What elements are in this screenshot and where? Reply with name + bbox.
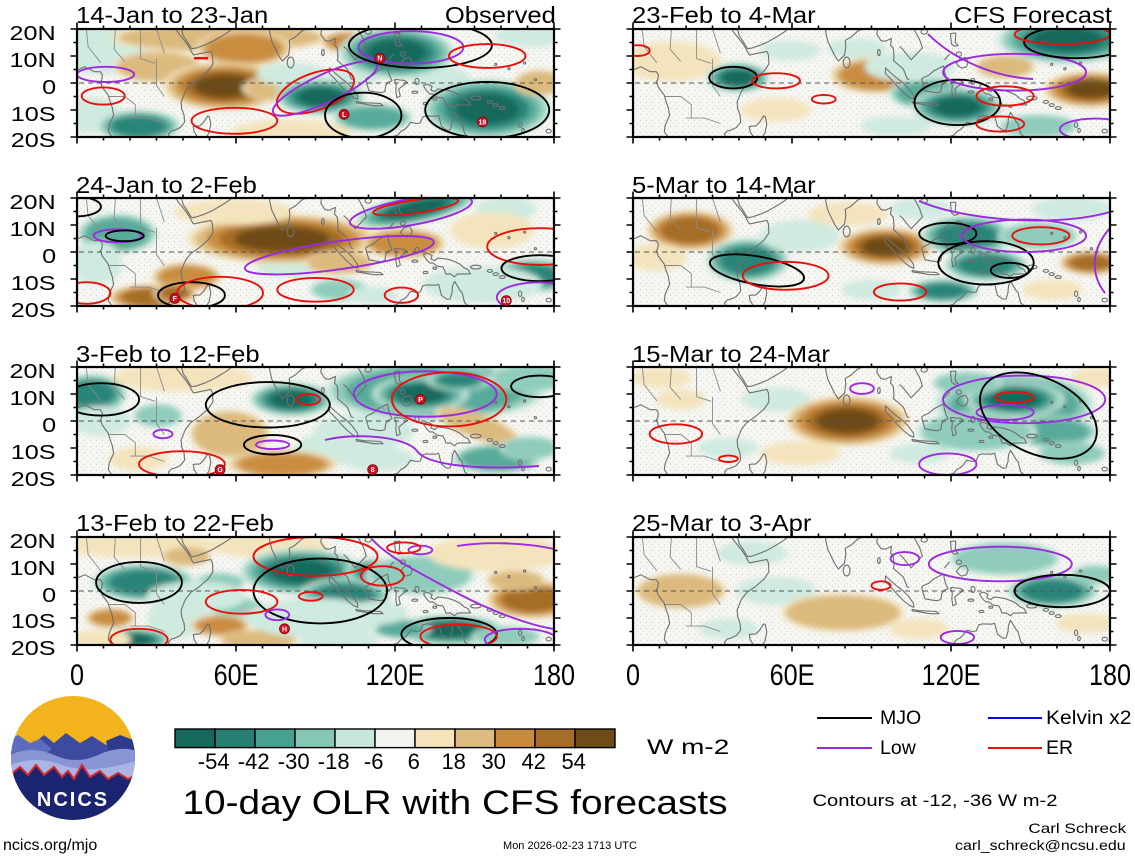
svg-text:G: G [218,467,224,474]
svg-text:8: 8 [371,467,375,474]
svg-text:H: H [282,626,287,633]
svg-text:NCICS: NCICS [37,789,109,811]
svg-text:10: 10 [503,298,511,305]
svg-text:L: L [342,112,347,119]
svg-text:P: P [418,397,423,404]
svg-text:N: N [378,55,383,62]
svg-text:F: F [173,296,178,303]
svg-text:18: 18 [479,119,487,126]
